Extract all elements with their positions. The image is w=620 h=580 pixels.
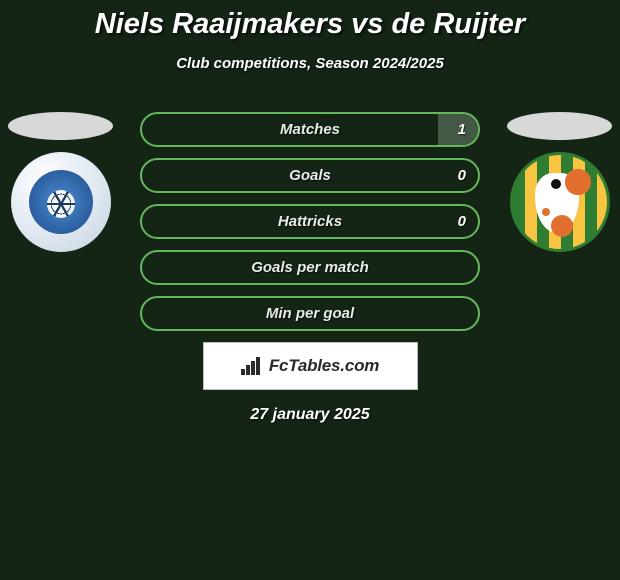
stat-row-matches: Matches 1 bbox=[140, 112, 480, 147]
player-left-photo-placeholder bbox=[8, 112, 113, 140]
date-label: 27 january 2025 bbox=[0, 406, 620, 424]
stat-value-right: 0 bbox=[458, 213, 466, 230]
player-right-column bbox=[507, 112, 612, 252]
stat-value-right: 0 bbox=[458, 167, 466, 184]
club-badge-left bbox=[11, 152, 111, 252]
stat-label: Goals bbox=[289, 167, 331, 184]
subtitle: Club competitions, Season 2024/2025 bbox=[0, 55, 620, 72]
brand-link[interactable]: FcTables.com bbox=[203, 342, 418, 390]
stat-row-min-per-goal: Min per goal bbox=[140, 296, 480, 331]
comparison-content: Matches 1 Goals 0 Hattricks 0 Goals per … bbox=[0, 112, 620, 424]
club-badge-right bbox=[510, 152, 610, 252]
stats-list: Matches 1 Goals 0 Hattricks 0 Goals per … bbox=[140, 112, 480, 331]
player-left-column bbox=[8, 112, 113, 252]
bar-chart-icon bbox=[241, 357, 263, 375]
stat-label: Hattricks bbox=[278, 213, 342, 230]
stat-value-right: 1 bbox=[458, 121, 466, 138]
stat-label: Goals per match bbox=[251, 259, 369, 276]
brand-text: FcTables.com bbox=[269, 356, 379, 376]
stat-row-goals-per-match: Goals per match bbox=[140, 250, 480, 285]
page-title: Niels Raaijmakers vs de Ruijter bbox=[0, 0, 620, 41]
player-right-photo-placeholder bbox=[507, 112, 612, 140]
stat-row-hattricks: Hattricks 0 bbox=[140, 204, 480, 239]
stat-row-goals: Goals 0 bbox=[140, 158, 480, 193]
stat-label: Min per goal bbox=[266, 305, 354, 322]
stat-label: Matches bbox=[280, 121, 340, 138]
